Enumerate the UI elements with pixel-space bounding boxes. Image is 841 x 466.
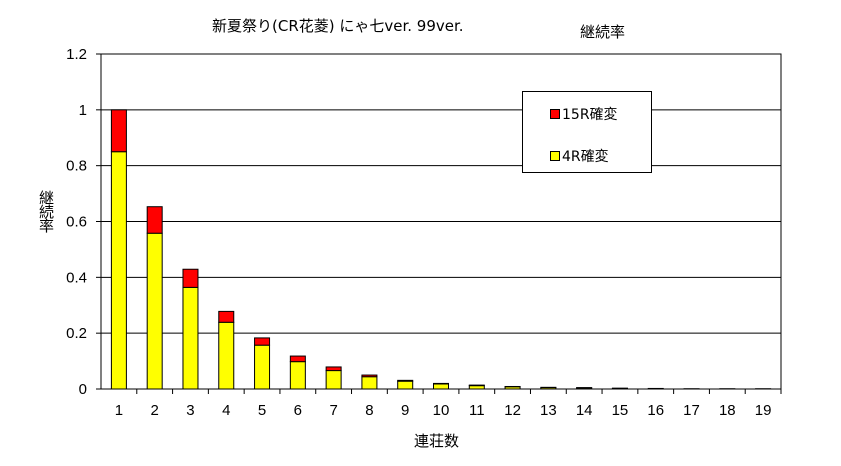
bar-segment xyxy=(218,321,235,390)
x-tick-label: 15 xyxy=(612,402,629,419)
chart-subtitle: 継続率 xyxy=(580,23,626,41)
bar-segment xyxy=(254,344,271,390)
legend-label: 15R確変 xyxy=(562,107,618,123)
x-tick-label: 11 xyxy=(469,402,485,419)
bar-segment xyxy=(433,383,449,390)
x-tick-label: 4 xyxy=(222,402,230,419)
x-axis-label: 連荘数 xyxy=(414,432,460,450)
bar-segment xyxy=(218,310,235,323)
legend-label: 4R確変 xyxy=(562,149,609,165)
bar-segment xyxy=(361,376,378,390)
x-tick-label: 18 xyxy=(719,402,736,419)
x-tick-label: 9 xyxy=(401,402,409,419)
y-tick-label: 0.6 xyxy=(66,214,87,231)
y-tick-label: 0 xyxy=(79,381,87,398)
x-tick-label: 2 xyxy=(151,402,159,419)
bar-segment xyxy=(397,379,414,382)
x-tick-label: 1 xyxy=(115,402,123,419)
y-axis-label: 継続率 xyxy=(37,190,55,232)
legend-swatch-yellow xyxy=(550,151,560,161)
bar-segment xyxy=(110,151,127,390)
x-tick-label: 13 xyxy=(540,402,557,419)
bar-segment xyxy=(325,366,342,372)
bar-segment xyxy=(146,206,163,234)
y-tick-label: 0.8 xyxy=(66,158,87,175)
x-tick-label: 7 xyxy=(329,402,337,419)
x-tick-label: 12 xyxy=(504,402,521,419)
legend-item-15r: 15R確変 xyxy=(550,104,618,124)
y-tick-label: 1 xyxy=(79,102,87,119)
bar-segment xyxy=(361,374,378,378)
bar-segment xyxy=(468,384,485,387)
y-tick-label: 1.2 xyxy=(66,46,87,63)
chart-title: 新夏祭り(CR花菱) にゃ七ver. 99ver. xyxy=(212,17,464,35)
x-tick-label: 10 xyxy=(433,402,450,419)
legend-swatch-red xyxy=(550,109,560,119)
bar-segment xyxy=(647,387,664,390)
bar-segment xyxy=(397,380,414,390)
bar-segment xyxy=(289,355,306,363)
bar-segment xyxy=(110,109,127,153)
x-tick-label: 14 xyxy=(576,402,593,419)
x-tick-label: 16 xyxy=(647,402,664,419)
x-tick-label: 6 xyxy=(294,402,302,419)
x-tick-label: 3 xyxy=(186,402,194,419)
x-tick-label: 19 xyxy=(755,402,772,419)
bar-segment xyxy=(325,370,342,390)
bar-segment xyxy=(146,232,163,390)
bar-segment xyxy=(182,268,199,288)
x-tick-label: 8 xyxy=(365,402,373,419)
x-tick-label: 5 xyxy=(258,402,266,419)
bar-segment xyxy=(182,286,199,390)
bar-segment xyxy=(468,385,485,390)
bar-segment xyxy=(433,382,449,385)
bar-segment xyxy=(289,361,306,390)
y-tick-label: 0.4 xyxy=(66,269,87,286)
y-tick-label: 0.2 xyxy=(66,325,87,342)
legend: 15R確変 4R確変 xyxy=(522,91,652,173)
x-tick-label: 17 xyxy=(683,402,700,419)
legend-item-4r: 4R確変 xyxy=(550,146,609,166)
bar-segment xyxy=(254,337,271,346)
